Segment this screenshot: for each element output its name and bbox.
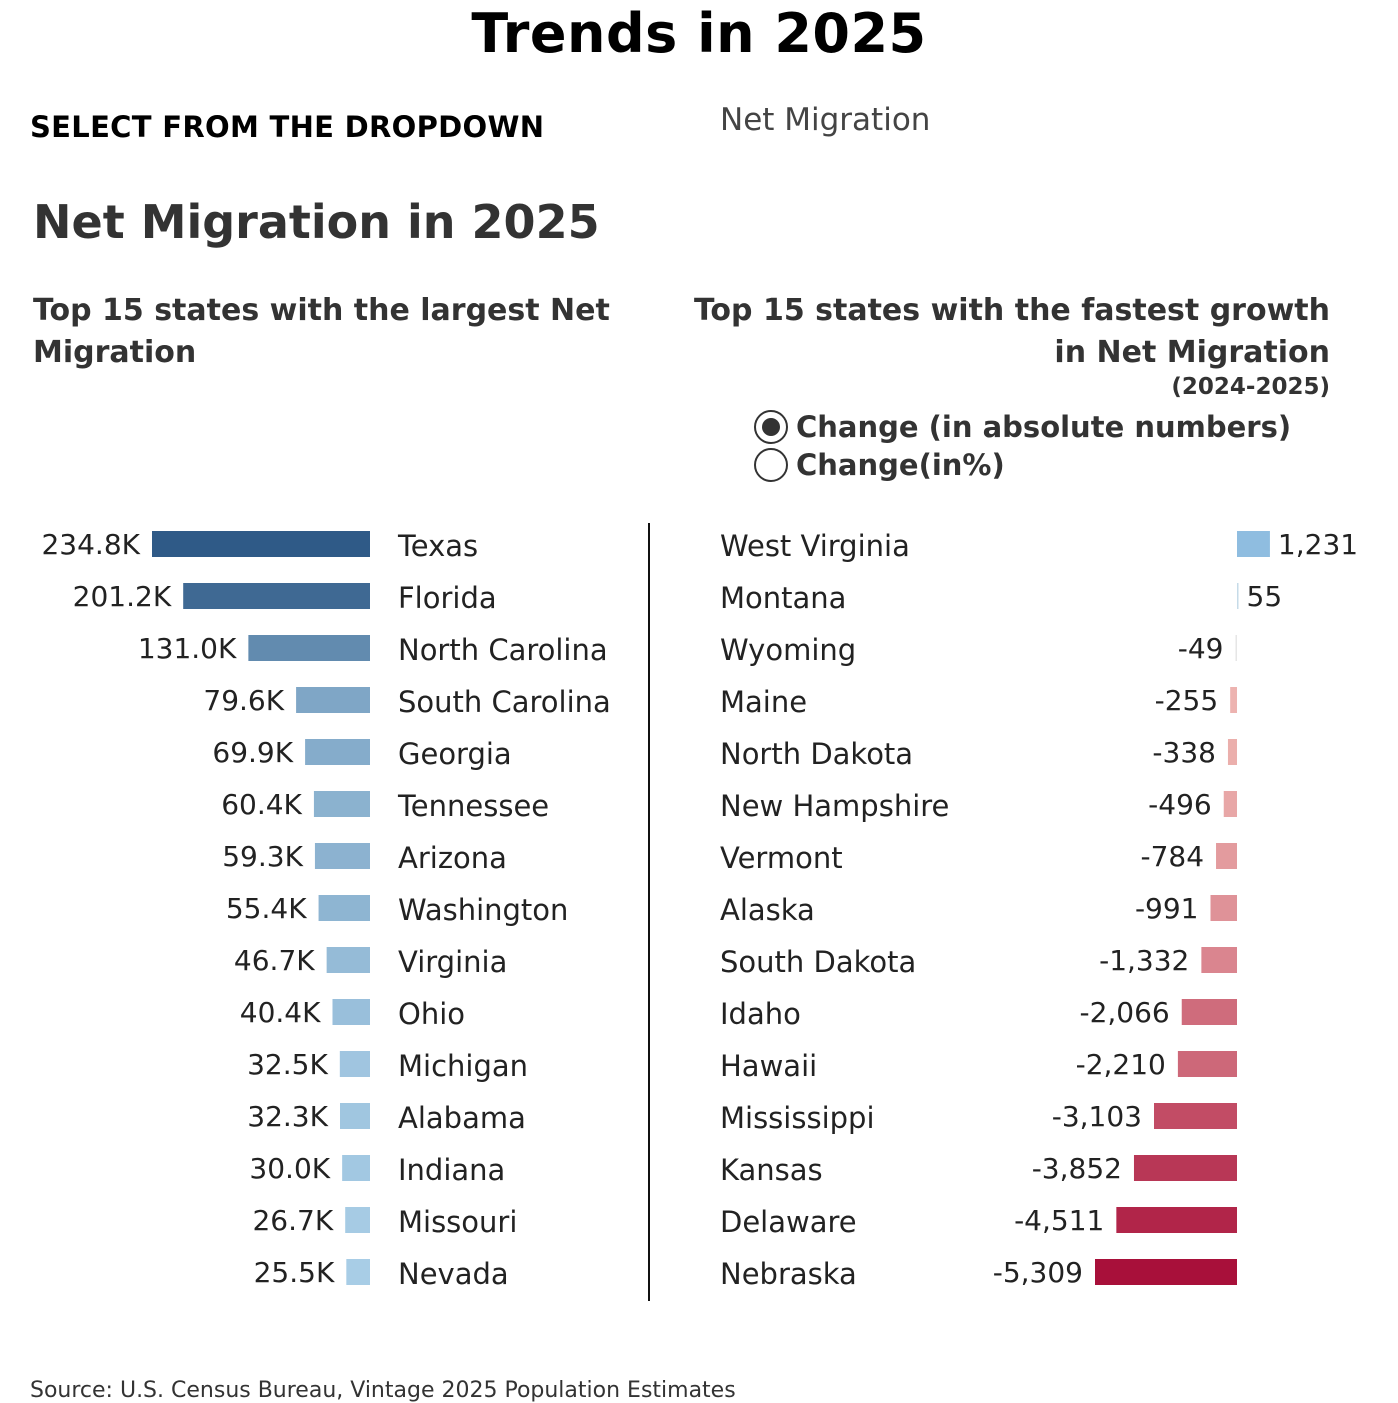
category-label: Indiana: [398, 1153, 505, 1187]
radio-label-absolute: Change (in absolute numbers): [796, 410, 1292, 444]
value-label: 32.3K: [247, 1100, 328, 1133]
value-label: 25.5K: [254, 1256, 335, 1289]
bar-missouri: [345, 1207, 370, 1233]
category-label: Texas: [397, 529, 478, 563]
category-label: North Carolina: [398, 633, 608, 667]
value-label: 26.7K: [252, 1204, 333, 1237]
value-label: 32.5K: [247, 1048, 328, 1081]
radio-label-percent: Change(in%): [796, 448, 1005, 482]
value-label: 59.3K: [222, 840, 303, 873]
value-label: 201.2K: [73, 580, 172, 613]
section-title: Net Migration in 2025: [33, 195, 600, 249]
category-label: South Carolina: [398, 685, 611, 719]
bar-alabama: [340, 1103, 370, 1129]
category-label: Virginia: [398, 945, 507, 979]
bar-nevada: [346, 1259, 370, 1285]
value-label: 40.4K: [240, 996, 321, 1029]
category-label: Nevada: [398, 1257, 509, 1291]
left-chart-title: Top 15 states with the largest Net Migra…: [33, 293, 610, 370]
category-label: Washington: [398, 893, 568, 927]
radio-selected-icon[interactable]: [754, 410, 788, 444]
radio-change-absolute[interactable]: Change (in absolute numbers): [754, 410, 1291, 444]
category-label: Tennessee: [397, 789, 549, 823]
source-note: Source: U.S. Census Bureau, Vintage 2025…: [30, 1378, 736, 1403]
value-label: 30.0K: [249, 1152, 330, 1185]
bar-south-carolina: [296, 687, 370, 713]
category-label: Michigan: [398, 1049, 528, 1083]
radio-change-percent[interactable]: Change(in%): [754, 448, 1005, 482]
page-title: Trends in 2025: [471, 2, 927, 65]
dropdown-label: SELECT FROM THE DROPDOWN: [30, 110, 545, 144]
chart-divider: [648, 523, 650, 1301]
bar-arizona: [314, 843, 370, 869]
value-label: 79.6K: [203, 684, 284, 717]
category-label: Arizona: [398, 841, 507, 875]
bar-michigan: [339, 1051, 370, 1077]
category-label: Georgia: [398, 737, 512, 771]
category-label: Ohio: [398, 997, 465, 1031]
bar-north-carolina: [248, 635, 370, 661]
bar-indiana: [342, 1155, 370, 1181]
bar-florida: [183, 583, 370, 609]
bar-tennessee: [313, 791, 370, 817]
bar-washington: [318, 895, 370, 921]
category-label: Missouri: [398, 1205, 517, 1239]
value-label: 60.4K: [221, 788, 302, 821]
bar-ohio: [332, 999, 370, 1025]
value-label: 234.8K: [41, 528, 140, 561]
category-label: Florida: [398, 581, 497, 615]
value-label: 46.7K: [234, 944, 315, 977]
radio-unselected-icon[interactable]: [754, 448, 788, 482]
right-chart-period: (2024-2025): [1171, 374, 1330, 400]
right-chart-title: Top 15 states with the fastest growth in…: [693, 293, 1330, 370]
bar-virginia: [326, 947, 370, 973]
bar-georgia: [305, 739, 370, 765]
metric-dropdown[interactable]: Net Migration: [720, 102, 931, 138]
bar-texas: [152, 531, 370, 557]
value-label: 55.4K: [226, 892, 307, 925]
category-label: Alabama: [398, 1101, 526, 1135]
value-label: 69.9K: [212, 736, 293, 769]
value-label: 131.0K: [138, 632, 237, 665]
